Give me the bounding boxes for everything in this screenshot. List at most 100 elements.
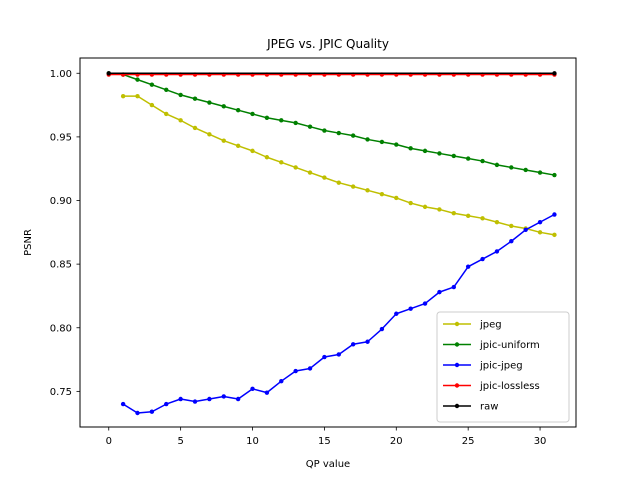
legend-entry-raw: raw: [443, 402, 498, 413]
data-point-jpic-jpeg: [451, 284, 456, 290]
legend-entry-jpic-lossless: jpic-lossless: [443, 381, 540, 392]
data-point-jpic-jpeg: [509, 239, 514, 244]
plot-series: [106, 71, 557, 416]
data-point-jpic-uniform: [221, 104, 226, 109]
data-point-jpeg: [149, 102, 155, 108]
y-tick-label: 0.80: [50, 323, 72, 334]
data-point-jpic-uniform: [164, 87, 169, 93]
data-point-jpeg: [379, 191, 385, 197]
legend-entry-jpic-uniform: jpic-uniform: [443, 340, 540, 351]
data-point-jpic-jpeg: [394, 311, 399, 316]
data-point-jpic-uniform: [422, 148, 428, 154]
data-point-jpic-uniform: [350, 133, 356, 138]
y-tick-label: 0.90: [50, 196, 72, 207]
data-point-jpeg: [509, 223, 514, 229]
data-point-jpic-uniform: [509, 165, 514, 170]
data-point-raw: [106, 71, 111, 76]
data-point-jpic-jpeg: [192, 399, 198, 404]
data-point-jpic-jpeg: [422, 301, 428, 306]
x-tick-label: 0: [106, 436, 112, 447]
data-point-jpeg: [480, 216, 485, 221]
data-point-jpic-jpeg: [494, 249, 500, 254]
chart-title: JPEG vs. JPIC Quality: [266, 37, 389, 51]
data-point-jpic-uniform: [523, 167, 528, 173]
data-point-jpeg: [235, 143, 241, 148]
data-point-jpic-jpeg: [523, 227, 528, 232]
legend-box: [436, 311, 570, 423]
data-point-jpic-uniform: [408, 146, 413, 151]
data-point-jpic-jpeg: [365, 339, 370, 344]
data-point-jpic-uniform: [394, 142, 399, 147]
data-point-jpeg: [365, 188, 370, 193]
series-jpic-jpeg: [120, 212, 557, 416]
y-tick-label: 0.95: [50, 132, 72, 143]
legend-label: jpic-lossless: [479, 381, 540, 392]
data-point-jpic-jpeg: [322, 354, 327, 360]
series-jpeg: [120, 93, 557, 238]
data-point-jpeg: [437, 207, 442, 212]
data-point-jpic-uniform: [279, 118, 284, 123]
y-tick-label: 0.85: [50, 260, 72, 271]
data-point-jpeg: [350, 184, 356, 189]
data-point-jpic-jpeg: [178, 396, 183, 402]
data-point-jpic-jpeg: [437, 289, 442, 295]
x-tick-label: 10: [246, 436, 259, 447]
data-point-jpic-jpeg: [379, 326, 385, 332]
data-point-jpic-uniform: [537, 170, 543, 175]
data-point-jpic-jpeg: [149, 409, 155, 414]
data-point-jpeg: [250, 148, 255, 154]
data-point-jpic-uniform: [149, 82, 155, 87]
legend-entry-jpeg: jpeg: [443, 320, 502, 331]
y-axis-ticks: 0.75 0.80 0.85 0.90 0.95 1.00: [50, 69, 80, 398]
legend-swatch-marker: [454, 321, 460, 327]
x-tick-label: 5: [177, 436, 183, 447]
data-point-jpeg: [422, 204, 428, 210]
data-point-jpeg: [192, 125, 198, 131]
data-point-jpic-uniform: [264, 115, 270, 121]
data-point-jpic-jpeg: [279, 378, 284, 384]
data-point-jpic-uniform: [480, 158, 485, 164]
x-tick-label: 30: [534, 436, 547, 447]
x-axis-ticks: 0 5 10 15 20 25 30: [106, 427, 547, 447]
data-point-jpeg: [207, 132, 212, 137]
series-line-jpic-uniform: [108, 72, 555, 176]
data-point-jpic-jpeg: [408, 306, 413, 311]
legend-swatch-marker: [454, 403, 460, 409]
data-point-jpic-uniform: [322, 128, 327, 133]
x-tick-label: 25: [462, 436, 475, 447]
data-point-jpeg: [494, 219, 500, 225]
data-point-jpic-uniform: [178, 92, 183, 98]
data-point-jpic-jpeg: [552, 212, 557, 217]
data-point-jpeg: [322, 175, 327, 180]
data-point-jpeg: [135, 93, 140, 99]
data-point-jpic-uniform: [379, 139, 385, 145]
data-point-jpic-uniform: [307, 124, 313, 129]
data-point-jpic-jpeg: [465, 264, 471, 269]
data-point-jpeg: [336, 180, 341, 185]
data-point-jpic-jpeg: [480, 256, 485, 262]
legend: jpeg jpic-uniform jpic-jpeg jpic-lossless ra…: [436, 311, 570, 423]
legend-label: raw: [480, 402, 498, 413]
data-point-jpic-jpeg: [120, 401, 126, 407]
data-point-jpeg: [394, 195, 399, 201]
data-point-jpeg: [408, 200, 413, 206]
data-point-jpic-jpeg: [307, 366, 313, 371]
data-point-jpic-uniform: [250, 111, 255, 117]
legend-label: jpic-jpeg: [479, 361, 523, 372]
plot-frame: [79, 57, 577, 428]
data-point-jpic-uniform: [192, 96, 198, 101]
legend-swatch-marker: [454, 362, 460, 368]
legend-entry-jpic-jpeg: jpic-jpeg: [443, 361, 523, 372]
data-point-jpeg: [264, 155, 270, 160]
data-point-jpic-jpeg: [164, 401, 169, 407]
series-raw: [106, 71, 557, 76]
data-point-jpic-jpeg: [350, 342, 356, 347]
y-axis-label: PSNR: [23, 229, 34, 256]
data-point-jpic-uniform: [494, 162, 500, 168]
data-point-jpic-jpeg: [537, 219, 543, 225]
data-point-jpeg: [451, 211, 456, 216]
data-point-jpic-uniform: [552, 172, 557, 178]
data-point-jpic-jpeg: [250, 386, 255, 392]
data-point-jpeg: [221, 138, 226, 143]
